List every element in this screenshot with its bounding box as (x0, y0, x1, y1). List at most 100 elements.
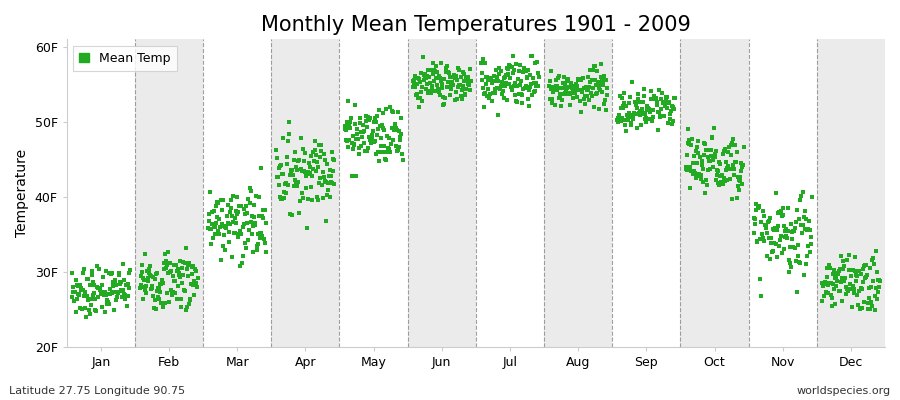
Point (255, 233, 269, 239)
Point (820, 265, 834, 272)
Point (512, 91, 526, 98)
Point (862, 265, 877, 272)
Point (439, 84, 454, 91)
Point (838, 275, 852, 282)
Point (276, 189, 291, 195)
Point (375, 125, 390, 132)
Point (282, 119, 296, 125)
Point (515, 100, 529, 106)
Point (846, 290, 860, 296)
Point (858, 275, 872, 281)
Point (119, 282, 133, 289)
Point (290, 166, 304, 173)
Point (320, 192, 334, 199)
Point (299, 173, 313, 180)
Point (374, 142, 388, 149)
Point (681, 140, 696, 146)
Point (554, 94, 568, 100)
Point (853, 285, 868, 292)
Point (634, 122, 648, 128)
Point (93, 286, 107, 293)
Point (715, 178, 729, 185)
Point (491, 78, 505, 85)
Point (590, 68, 604, 74)
Point (698, 140, 712, 147)
Point (796, 189, 810, 196)
Point (758, 222, 772, 228)
Point (148, 276, 162, 282)
Point (568, 87, 582, 93)
Point (338, 126, 352, 132)
Point (838, 284, 852, 290)
Point (233, 228, 248, 234)
Point (797, 208, 812, 214)
Point (110, 289, 124, 296)
Point (85, 272, 99, 278)
Point (162, 269, 176, 276)
Point (107, 307, 122, 313)
Point (598, 107, 613, 114)
Point (483, 74, 498, 81)
Point (248, 222, 262, 228)
Point (105, 283, 120, 290)
Point (721, 149, 735, 155)
Point (344, 115, 358, 121)
Point (548, 77, 562, 83)
Point (272, 182, 286, 188)
Point (585, 84, 599, 91)
Point (81, 276, 95, 282)
Point (441, 68, 455, 75)
Point (784, 264, 798, 270)
Point (148, 271, 163, 278)
Point (184, 264, 199, 270)
Point (644, 118, 659, 124)
Point (542, 83, 556, 90)
Point (86, 290, 101, 296)
Point (220, 212, 234, 219)
Point (735, 181, 750, 187)
Point (448, 73, 463, 80)
Point (379, 157, 393, 164)
Point (834, 252, 849, 259)
Point (253, 230, 267, 237)
Point (394, 114, 409, 121)
Point (256, 214, 271, 221)
Point (437, 94, 452, 101)
Point (292, 157, 307, 163)
Point (833, 288, 848, 294)
Point (109, 282, 123, 289)
Point (583, 78, 598, 85)
Point (78, 293, 93, 299)
Point (554, 85, 569, 92)
Point (593, 86, 608, 93)
Point (174, 296, 188, 303)
Point (495, 91, 509, 97)
Point (752, 203, 766, 209)
Point (836, 258, 850, 264)
Point (478, 90, 492, 96)
Point (866, 278, 880, 284)
Point (279, 161, 293, 167)
Point (351, 151, 365, 157)
Point (479, 81, 493, 88)
Point (385, 107, 400, 114)
Point (688, 171, 702, 177)
Point (153, 289, 167, 295)
Point (354, 129, 368, 136)
Point (67, 284, 81, 290)
Point (662, 111, 677, 118)
Point (486, 90, 500, 96)
Point (832, 287, 846, 294)
Point (503, 75, 517, 82)
Point (475, 85, 490, 92)
Point (243, 185, 257, 191)
Point (97, 309, 112, 315)
Point (182, 301, 196, 307)
Point (181, 273, 195, 280)
Point (300, 225, 314, 232)
Point (620, 112, 634, 119)
Point (258, 220, 273, 226)
Point (209, 219, 223, 226)
Point (381, 149, 395, 155)
Point (842, 267, 857, 273)
